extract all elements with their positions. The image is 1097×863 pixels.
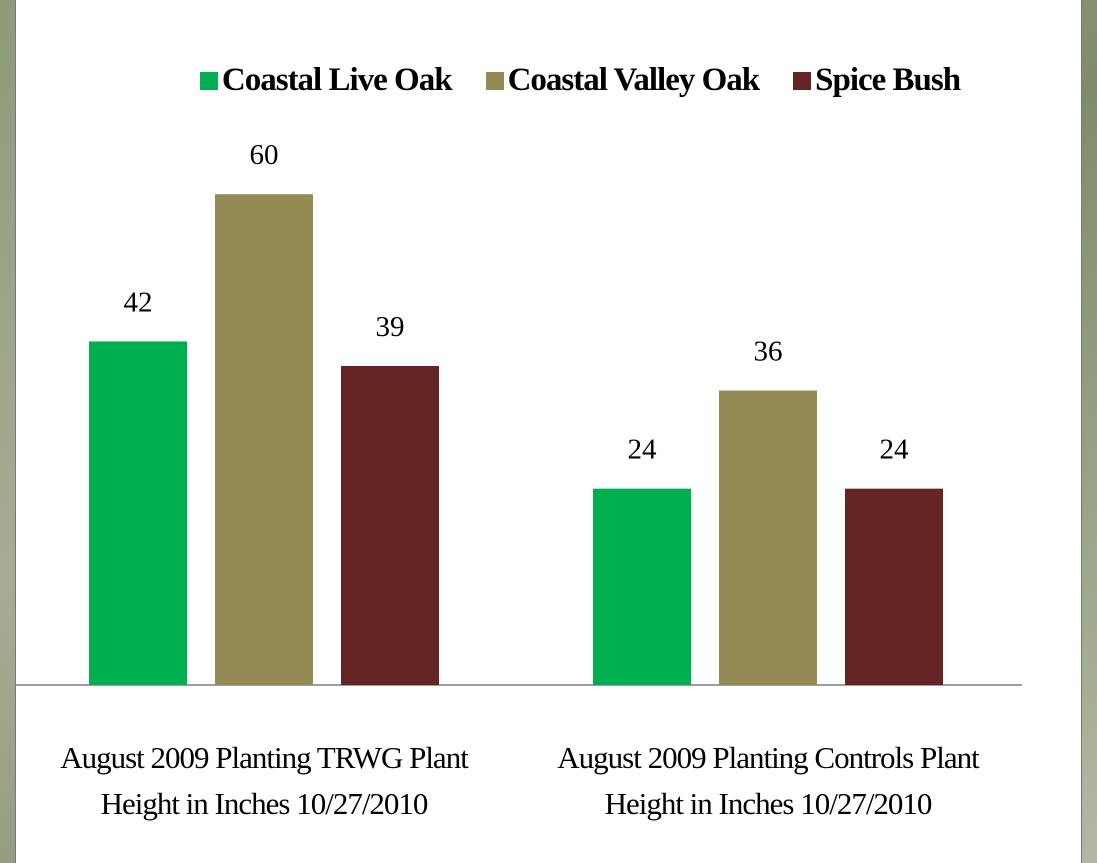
- chart-panel: [15, 0, 1082, 863]
- legend: Coastal Live Oak Coastal Valley Oak Spice …: [160, 62, 1000, 99]
- legend-label: Coastal Live Oak: [221, 62, 453, 98]
- data-label: 39: [376, 311, 405, 343]
- x-tick-label: August 2009 Planting Controls Plant Heig…: [557, 740, 979, 821]
- bar: [845, 488, 943, 685]
- data-label: 36: [754, 336, 783, 368]
- legend-swatch: [199, 71, 218, 90]
- bar: [593, 488, 691, 685]
- legend-item: Coastal Live Oak: [199, 62, 453, 99]
- legend-swatch: [793, 71, 812, 90]
- bar: [89, 341, 187, 685]
- legend-label: Spice Bush: [815, 62, 961, 98]
- bar: [341, 365, 439, 685]
- legend-item: Spice Bush: [793, 62, 961, 99]
- data-label: 60: [250, 139, 279, 171]
- data-label: 24: [628, 434, 658, 466]
- data-label: 24: [880, 434, 910, 466]
- bar: [719, 390, 817, 685]
- data-label: 42: [124, 286, 153, 318]
- legend-swatch: [485, 71, 504, 90]
- x-tick-label: August 2009 Planting TRWG Plant Height i…: [60, 740, 469, 821]
- legend-label: Coastal Valley Oak: [507, 62, 761, 98]
- bar: [215, 194, 313, 685]
- legend-item: Coastal Valley Oak: [485, 62, 761, 99]
